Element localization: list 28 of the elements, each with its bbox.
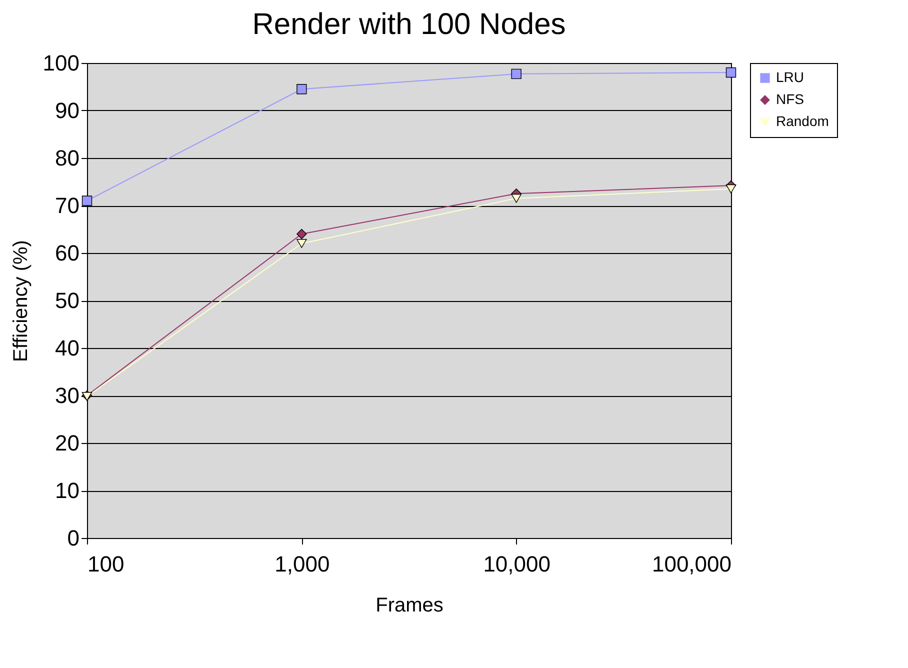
x-tick-label: 1,000 <box>274 552 330 576</box>
point <box>296 228 307 240</box>
chart-title: Render with 100 Nodes <box>252 8 566 41</box>
y-tick-label: 30 <box>55 383 80 408</box>
x-tick-label: 100 <box>88 552 124 576</box>
y-tick-label: 20 <box>55 430 80 456</box>
x-tick-label: 10,000 <box>483 552 550 576</box>
legend-label: Random <box>776 113 829 129</box>
y-tick-label: 40 <box>55 336 80 360</box>
legend-label: LRU <box>776 69 804 85</box>
point <box>511 194 522 203</box>
y-tick-label: 50 <box>55 288 80 313</box>
y-tick-label: 100 <box>42 50 80 76</box>
point <box>726 184 736 194</box>
y-tick-label: 60 <box>55 240 80 266</box>
x-tick-label: 100,000 <box>652 552 732 576</box>
y-tick-label: 80 <box>55 146 80 170</box>
y-tick-label: 0 <box>67 526 80 550</box>
legend-label: NFS <box>776 91 804 107</box>
point <box>726 67 736 78</box>
y-tick-label: 90 <box>55 98 80 123</box>
x-axis-title: Frames <box>376 594 444 616</box>
point <box>296 239 307 248</box>
y-axis-title: Efficiency (%) <box>10 240 32 362</box>
y-tick-label: 10 <box>55 478 80 503</box>
point <box>511 68 522 80</box>
y-tick-label: 70 <box>55 193 80 218</box>
point <box>296 84 307 94</box>
